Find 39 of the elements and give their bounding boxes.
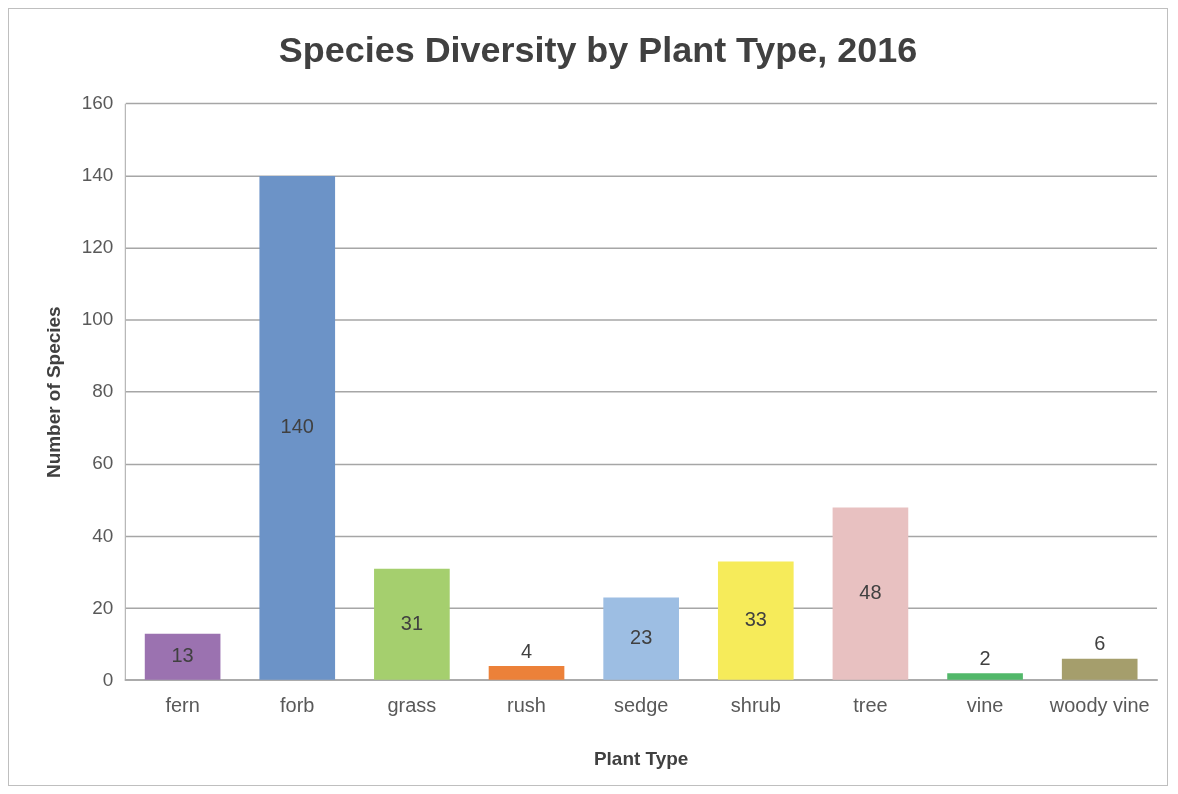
- chart-title: Species Diversity by Plant Type, 2016: [278, 29, 918, 71]
- data-label: 4: [520, 639, 533, 662]
- bar: [1061, 658, 1138, 680]
- bar: [259, 176, 336, 680]
- x-tick-label: grass: [387, 693, 437, 716]
- y-tick-label: 120: [81, 236, 114, 258]
- x-axis-title: Plant Type: [593, 747, 689, 769]
- bar: [374, 568, 450, 680]
- y-tick-label: 0: [102, 668, 114, 690]
- x-tick-label: rush: [507, 693, 546, 716]
- x-tick-label: tree: [853, 693, 888, 716]
- bar: [488, 666, 565, 680]
- y-tick-label: 80: [92, 380, 114, 402]
- data-label: 31: [400, 611, 423, 634]
- bar: [603, 597, 679, 680]
- y-tick-label: 60: [92, 452, 114, 474]
- data-label: 140: [280, 415, 314, 438]
- y-tick-label: 20: [92, 596, 114, 618]
- x-tick-label: shrub: [730, 693, 781, 716]
- bar: [144, 633, 221, 680]
- y-tick-label: 40: [92, 524, 114, 546]
- y-tick-label: 160: [81, 92, 114, 114]
- bar: [832, 507, 909, 680]
- x-tick-label: sedge: [613, 693, 669, 716]
- y-tick-label: 100: [81, 308, 114, 330]
- data-label: 48: [859, 581, 882, 604]
- data-label: 33: [744, 608, 767, 631]
- data-label: 2: [979, 646, 991, 669]
- x-tick-label: vine: [966, 693, 1004, 716]
- bar: [947, 673, 1023, 680]
- x-tick-label: forb: [280, 693, 315, 716]
- bar: [717, 561, 794, 680]
- data-label: 23: [630, 626, 653, 649]
- x-tick-label: woody vine: [1048, 693, 1150, 716]
- y-axis-title: Number of Species: [42, 306, 64, 478]
- y-tick-label: 140: [81, 164, 114, 186]
- data-label: 13: [171, 644, 194, 667]
- data-label: 6: [1094, 632, 1106, 655]
- x-tick-label: fern: [165, 693, 200, 716]
